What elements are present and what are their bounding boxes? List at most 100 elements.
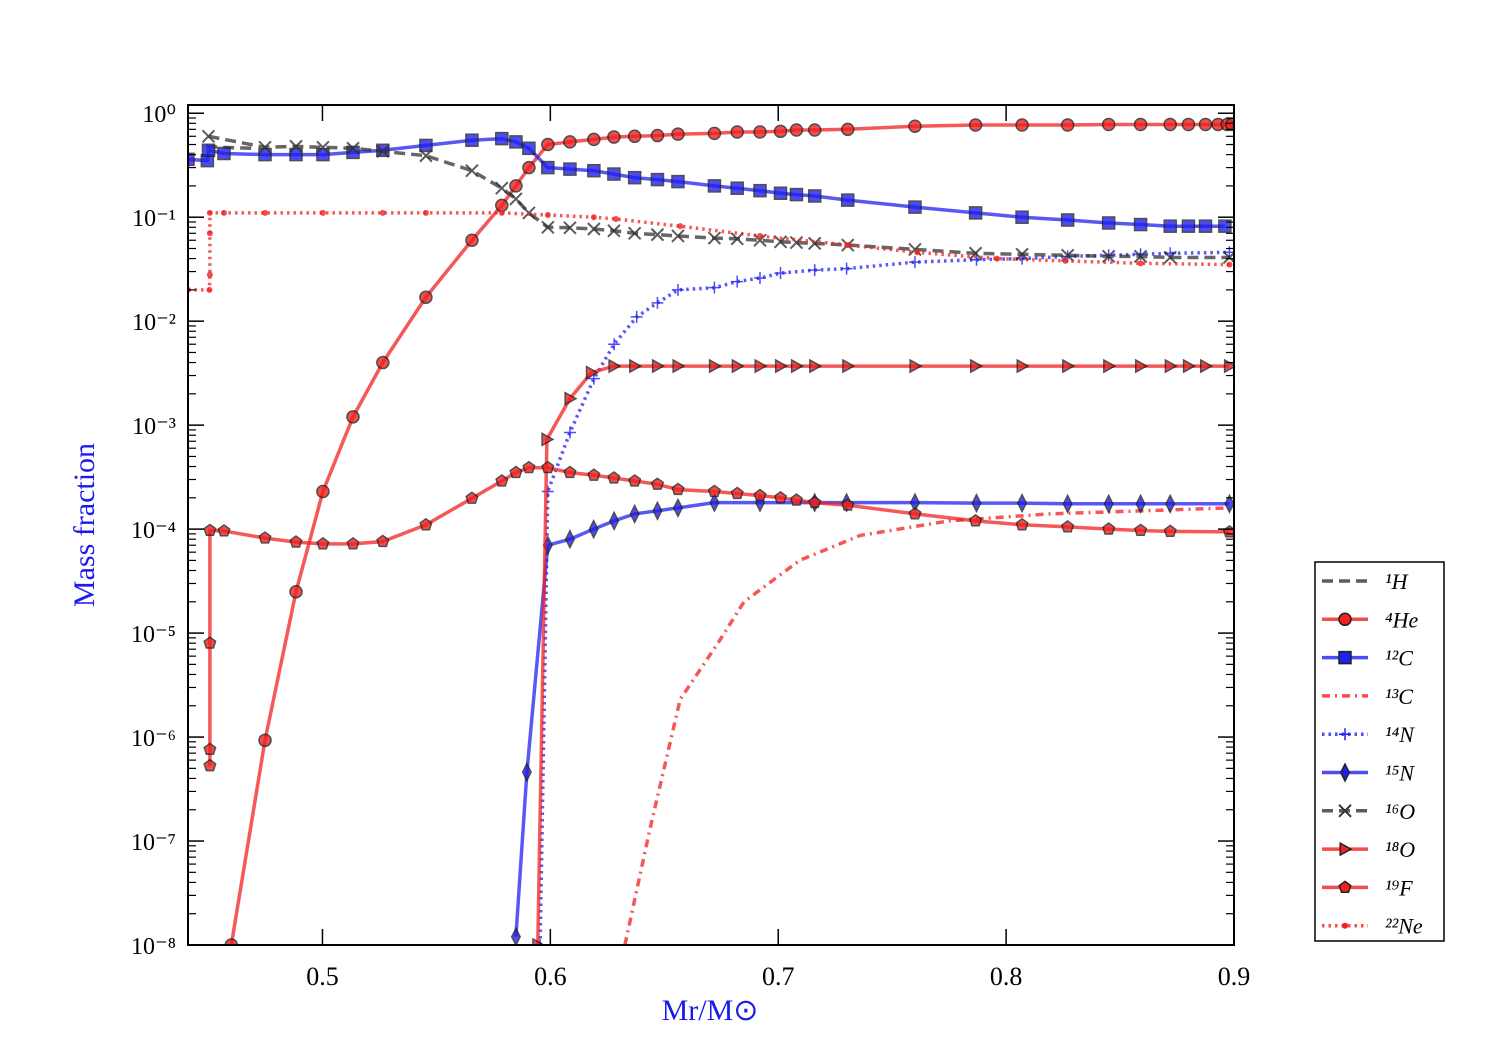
marker bbox=[1163, 524, 1177, 538]
marker bbox=[709, 492, 720, 513]
marker bbox=[1135, 493, 1146, 514]
x-tick-label: 0.8 bbox=[990, 962, 1023, 991]
marker bbox=[419, 290, 433, 304]
marker bbox=[753, 272, 766, 285]
marker bbox=[908, 119, 922, 133]
marker bbox=[607, 224, 621, 238]
marker bbox=[419, 138, 433, 153]
y-tick-label: 10⁰ bbox=[142, 102, 176, 128]
marker bbox=[1338, 804, 1352, 818]
marker bbox=[379, 209, 386, 216]
marker bbox=[608, 358, 622, 374]
legend-label: ¹⁴N bbox=[1385, 722, 1415, 747]
marker bbox=[1163, 250, 1177, 265]
marker bbox=[968, 118, 983, 132]
marker bbox=[563, 426, 576, 439]
marker bbox=[1226, 261, 1233, 268]
marker bbox=[1103, 493, 1114, 514]
marker bbox=[842, 358, 856, 374]
marker bbox=[1015, 210, 1029, 224]
marker bbox=[773, 490, 788, 504]
y-tick-label: 10⁻¹ bbox=[132, 206, 176, 232]
marker bbox=[1060, 213, 1075, 227]
marker bbox=[1199, 358, 1214, 374]
marker bbox=[1338, 612, 1352, 627]
marker bbox=[968, 246, 983, 260]
marker bbox=[206, 230, 213, 237]
marker bbox=[671, 127, 685, 141]
marker bbox=[587, 468, 601, 481]
y-tick-label: 10⁻⁶ bbox=[131, 726, 176, 752]
marker bbox=[509, 465, 523, 479]
marker bbox=[774, 358, 789, 374]
marker bbox=[1015, 517, 1029, 531]
marker bbox=[807, 189, 822, 203]
marker bbox=[844, 242, 851, 249]
marker bbox=[789, 493, 804, 506]
marker bbox=[1137, 260, 1144, 267]
marker bbox=[1163, 219, 1177, 233]
marker bbox=[627, 226, 642, 241]
marker bbox=[376, 534, 390, 548]
marker bbox=[1224, 493, 1234, 514]
marker bbox=[203, 636, 217, 649]
plot-area bbox=[188, 117, 1234, 945]
marker bbox=[609, 510, 620, 531]
x-tick-label: 0.9 bbox=[1218, 962, 1251, 991]
y-tick-label: 10⁻⁵ bbox=[131, 622, 176, 648]
marker bbox=[1339, 762, 1351, 783]
marker bbox=[541, 485, 554, 498]
marker bbox=[651, 358, 665, 374]
marker bbox=[188, 152, 195, 167]
marker bbox=[206, 271, 213, 278]
marker bbox=[563, 465, 577, 479]
marker bbox=[224, 938, 239, 945]
marker bbox=[316, 484, 330, 499]
marker bbox=[1016, 358, 1030, 374]
marker bbox=[376, 144, 390, 159]
marker bbox=[753, 183, 767, 198]
marker bbox=[465, 233, 479, 248]
marker bbox=[495, 474, 509, 487]
marker bbox=[201, 143, 216, 158]
marker bbox=[730, 486, 744, 500]
marker bbox=[671, 174, 685, 189]
marker bbox=[563, 162, 577, 176]
marker bbox=[708, 358, 722, 374]
marker bbox=[840, 122, 855, 137]
x-tick-label: 0.5 bbox=[306, 962, 339, 991]
marker bbox=[1062, 493, 1073, 514]
marker bbox=[522, 460, 536, 474]
marker bbox=[1061, 519, 1075, 533]
legend-label: ¹²C bbox=[1385, 646, 1413, 671]
marker bbox=[289, 147, 303, 162]
marker bbox=[1062, 257, 1069, 264]
marker bbox=[652, 500, 663, 521]
marker bbox=[541, 432, 555, 447]
marker bbox=[217, 146, 231, 161]
marker bbox=[731, 358, 745, 374]
marker bbox=[534, 939, 547, 945]
marker bbox=[808, 495, 822, 509]
marker bbox=[756, 232, 763, 239]
marker bbox=[509, 192, 523, 206]
marker bbox=[319, 209, 326, 216]
marker bbox=[968, 206, 983, 220]
marker bbox=[258, 140, 272, 155]
marker bbox=[1198, 219, 1213, 233]
marker bbox=[628, 474, 642, 487]
marker bbox=[316, 140, 330, 155]
marker bbox=[1102, 522, 1116, 535]
marker bbox=[629, 503, 640, 525]
marker bbox=[629, 358, 643, 374]
legend-box bbox=[1314, 561, 1445, 942]
marker bbox=[1134, 248, 1147, 261]
marker bbox=[627, 170, 642, 185]
marker bbox=[1133, 249, 1148, 264]
marker bbox=[376, 355, 390, 370]
legend-label: ¹⁶O bbox=[1385, 799, 1415, 824]
marker bbox=[607, 167, 621, 181]
y-tick-label: 10⁻⁴ bbox=[131, 518, 176, 544]
marker bbox=[419, 149, 433, 163]
